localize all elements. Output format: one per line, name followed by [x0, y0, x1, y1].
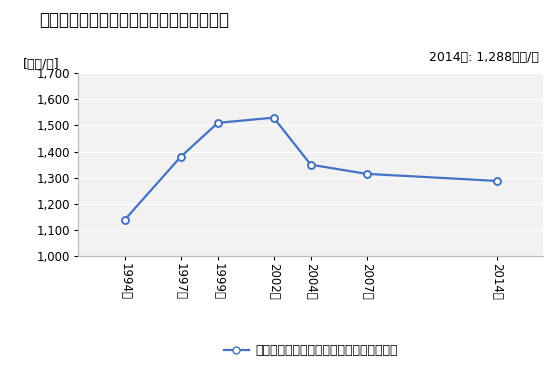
Text: 小売業の従業者一人当たり年間商品販売額: 小売業の従業者一人当たり年間商品販売額 [39, 11, 229, 29]
Text: [万円/人]: [万円/人] [22, 58, 59, 71]
Text: 2014年: 1,288万円/人: 2014年: 1,288万円/人 [428, 51, 539, 64]
Legend: 小売業の従業者一人当たり年間商品販売額: 小売業の従業者一人当たり年間商品販売額 [219, 339, 403, 362]
